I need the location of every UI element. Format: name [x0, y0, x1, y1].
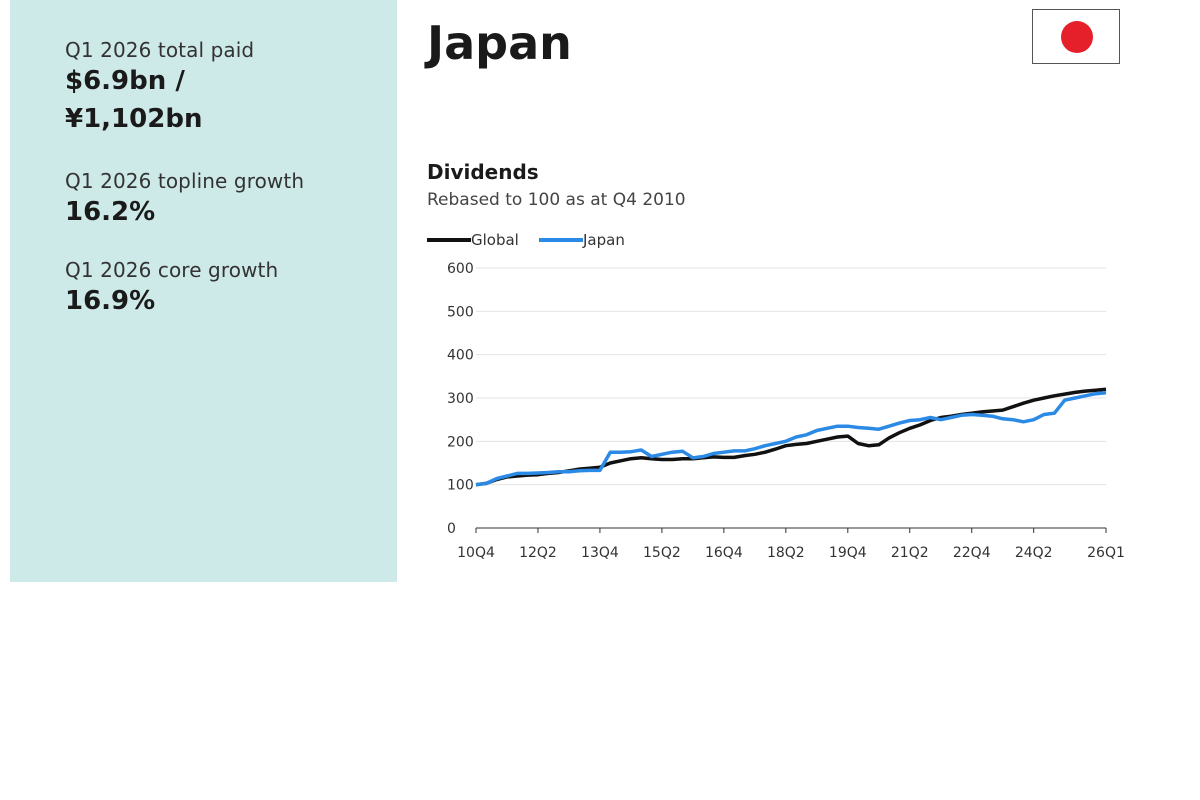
total-paid-stat: Q1 2026 total paid $6.9bn / ¥1,102bn — [65, 38, 254, 138]
legend-label-global: Global — [471, 231, 519, 249]
x-tick-label: 13Q4 — [581, 545, 619, 561]
total-paid-value-jpy: ¥1,102bn — [65, 104, 203, 134]
core-growth-stat: Q1 2026 core growth 16.9% — [65, 258, 278, 320]
legend-label-japan: Japan — [582, 231, 625, 249]
summary-panel: Q1 2026 total paid $6.9bn / ¥1,102bn Q1 … — [10, 0, 397, 582]
x-tick-label: 19Q4 — [829, 545, 867, 561]
topline-growth-stat: Q1 2026 topline growth 16.2% — [65, 169, 304, 231]
x-tick-label: 21Q2 — [891, 545, 929, 561]
y-tick-label: 0 — [447, 521, 456, 537]
x-tick-label: 12Q2 — [519, 545, 557, 561]
y-tick-label: 100 — [447, 478, 474, 494]
series-line-japan — [475, 391, 1107, 487]
japan-flag-icon — [1032, 9, 1120, 64]
topline-growth-label: Q1 2026 topline growth — [65, 169, 305, 193]
core-growth-value: 16.9% — [65, 286, 156, 316]
total-paid-label: Q1 2026 total paid — [65, 38, 255, 62]
total-paid-value-usd: $6.9bn / — [65, 66, 185, 96]
topline-growth-value: 16.2% — [65, 197, 156, 227]
y-tick-label: 300 — [447, 391, 474, 407]
y-tick-label: 600 — [447, 261, 474, 277]
chart-title: Dividends — [427, 160, 539, 184]
core-growth-label: Q1 2026 core growth — [65, 258, 279, 282]
x-tick-label: 18Q2 — [767, 545, 805, 561]
series-line-global — [475, 387, 1107, 487]
y-tick-label: 200 — [447, 434, 474, 450]
y-tick-label: 400 — [447, 348, 474, 364]
x-tick-label: 26Q1 — [1087, 545, 1125, 561]
x-tick-label: 16Q4 — [705, 545, 743, 561]
x-tick-label: 10Q4 — [457, 545, 495, 561]
y-tick-label: 500 — [447, 304, 474, 320]
flag-sun-disc — [1061, 21, 1093, 53]
page-title: Japan — [427, 16, 572, 70]
chart-subtitle: Rebased to 100 as at Q4 2010 — [427, 190, 686, 210]
x-tick-label: 24Q2 — [1015, 545, 1053, 561]
x-tick-label: 22Q4 — [953, 545, 991, 561]
x-tick-label: 15Q2 — [643, 545, 681, 561]
